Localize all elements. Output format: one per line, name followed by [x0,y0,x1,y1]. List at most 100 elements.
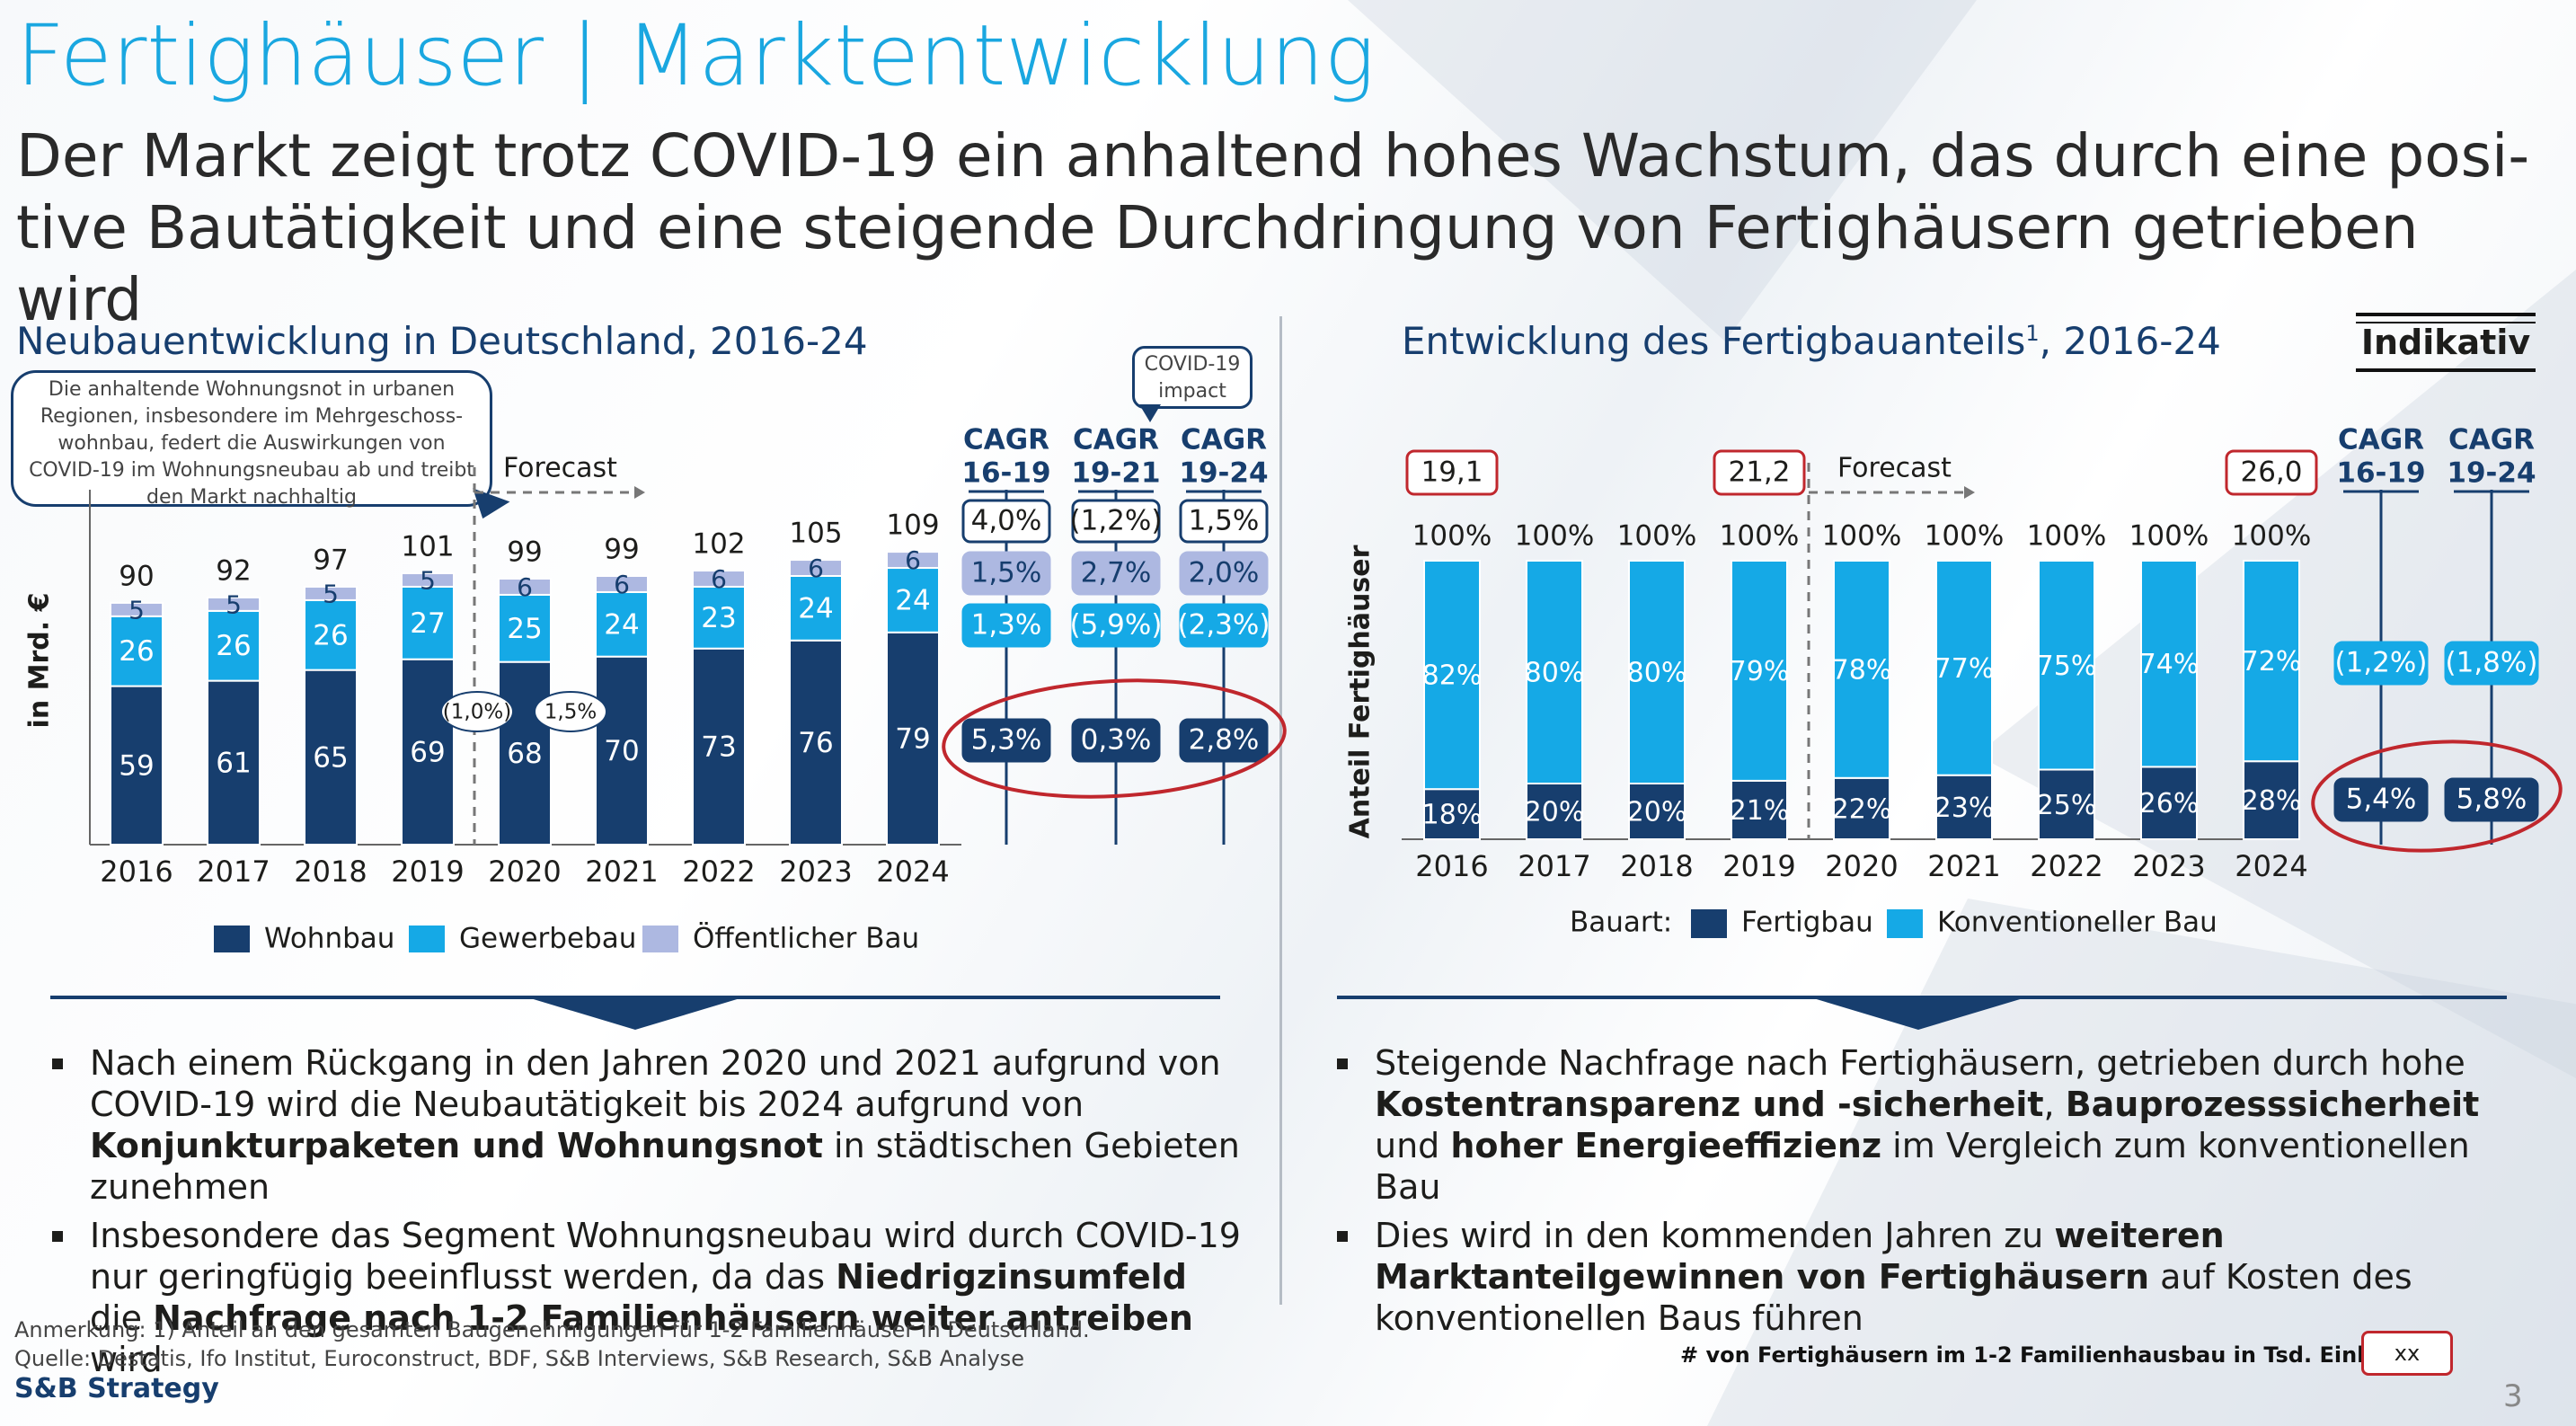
bar-value-label: 59 [119,749,154,782]
growth-bubble [440,691,514,732]
cagr-header: CAGR [1073,424,1159,456]
cagr-value: 2,0% [1189,557,1260,589]
x-tick-label: 2021 [1927,849,2000,883]
bullet-text: in städtischen Gebieten zunehmen [90,1126,1240,1207]
bar-value-label: 24 [604,608,639,641]
unit-count-value: 21,2 [1728,456,1790,489]
bar-segment-wohnbau [595,655,649,846]
share-bar-segment-fertigbau [1833,776,1890,840]
right-panel-title-text: Entwicklung des Fertigbauanteils [1402,319,2026,363]
unit-count-value: 26,0 [2240,456,2302,489]
share-total-label: 100% [2027,520,2107,553]
cagr-value-box [1071,551,1161,596]
x-tick-label: 2022 [2030,849,2102,883]
bar-value-label: 5 [226,589,242,619]
legend-prefix: Bauart: [1570,907,1672,939]
bullet-emphasis: Bauprozesssicherheit [2065,1085,2480,1124]
panel-divider [1279,316,1282,1305]
share-value-label: 79% [1730,656,1790,687]
legend-label: Fertigbau [1741,907,1873,939]
bar-segment-ffentlicherbau [110,601,164,617]
bar-total-label: 99 [604,534,639,566]
bar-segment-wohnbau [207,679,261,846]
left-y-axis-label: in Mrd. € [24,593,56,729]
bar-segment-gewerbebau [692,585,746,650]
housing-shortage-callout: Die anhaltende Wohnungsnot in urbanen Re… [11,370,492,509]
share-value-label: 23% [1934,793,1995,824]
cagr-header: CAGR [1181,424,1267,456]
cagr-value: 0,3% [1081,724,1152,757]
bullet-text: Steigende Nachfrage nach Fertighäusern, … [1375,1043,2465,1083]
footnote-source: Quelle: Destatis, Ifo Institut, Eurocons… [14,1346,1025,1371]
footnote: Anmerkung: 1) Anteil an den gesamten Bau… [14,1315,1090,1373]
share-total-label: 100% [1412,520,1492,553]
x-tick-label: 2020 [1825,849,1898,883]
right-forecast-label: Forecast [1837,453,1952,484]
bullet-text: , [2043,1085,2066,1124]
bar-segment-wohnbau [789,639,843,846]
unit-count-box [1405,449,1499,496]
bar-total-label: 101 [401,531,454,563]
bar-segment-gewerbebau [401,585,455,660]
cagr-value: 2,7% [1081,557,1152,589]
bar-segment-ffentlicherbau [401,572,455,588]
cagr-header-period: 19-24 [1179,457,1268,490]
bar-value-label: 73 [701,731,736,763]
left-panel-title: Neubauentwicklung in Deutschland, 2016-2… [16,319,868,363]
legend-label: Wohnbau [264,923,394,955]
cagr-value: 5,3% [971,724,1042,757]
bar-segment-ffentlicherbau [595,575,649,593]
bar-total-label: 99 [507,536,542,568]
share-bar-segment-konventionellerbau [1935,560,1993,776]
cagr-value: (2,3%) [1178,609,1270,642]
bar-value-label: 27 [410,607,445,640]
callout-pointer [464,488,510,526]
cagr-value: 1,5% [1189,505,1260,537]
bar-value-label: 70 [604,735,639,767]
share-value-label: 80% [1627,658,1687,689]
share-bar-segment-konventionellerbau [1423,560,1481,791]
share-bar-segment-konventionellerbau [1628,560,1686,784]
share-bar-segment-konventionellerbau [1526,560,1583,784]
share-bar-segment-fertigbau [1731,779,1788,841]
left-bullet: Nach einem Rückgang in den Jahren 2020 u… [47,1042,1242,1208]
growth-bubble-label: 1,5% [544,701,597,724]
x-tick-label: 2019 [391,855,464,889]
bar-value-label: 26 [216,630,251,662]
x-tick-label: 2017 [197,855,270,889]
bullet-emphasis: Kostentransparenz und -sicherheit [1375,1085,2044,1124]
share-bar-segment-konventionellerbau [1731,560,1788,782]
bar-segment-ffentlicherbau [886,551,940,570]
x-tick-label: 2017 [1518,849,1590,883]
bar-segment-wohnbau [110,685,164,846]
cagr-header-period: 16-19 [961,457,1050,490]
growth-bubble-label: (1,0%) [443,701,511,724]
bar-segment-ffentlicherbau [304,585,358,601]
bar-segment-ffentlicherbau [498,577,552,596]
bar-value-label: 61 [216,747,251,779]
cagr-value-box [1071,718,1161,763]
page-subtitle: Der Markt zeigt trotz COVID-19 ein anhal… [16,121,2530,334]
bullet-emphasis: weiteren Marktanteilgewinnen von Fertigh… [1375,1216,2225,1297]
cagr-value-box [961,499,1051,544]
covid-impact-callout: COVID-19 impact [1132,346,1253,409]
bar-value-label: 6 [711,564,727,594]
bar-value-label: 79 [895,722,930,755]
x-tick-label: 2022 [682,855,755,889]
bar-value-label: 5 [323,579,339,608]
legend-swatch-ffentlicherbau [642,926,678,952]
bar-value-label: 24 [895,584,930,616]
growth-bubble [534,691,607,732]
bar-segment-ffentlicherbau [207,596,261,612]
indicative-badge: Indikativ [2356,313,2536,372]
bullet-text: Dies wird in den kommenden Jahren zu [1375,1216,2055,1255]
bar-segment-wohnbau [886,631,940,846]
x-tick-label: 2019 [1722,849,1795,883]
bar-segment-gewerbebau [110,615,164,687]
bar-segment-gewerbebau [498,593,552,663]
bar-value-label: 68 [507,738,542,770]
bar-value-label: 65 [313,741,348,774]
bar-total-label: 92 [216,554,251,587]
unit-count-label: # von Fertighäusern im 1-2 Familienhausb… [1680,1342,2444,1368]
legend-label: Öffentlicher Bau [693,922,919,955]
